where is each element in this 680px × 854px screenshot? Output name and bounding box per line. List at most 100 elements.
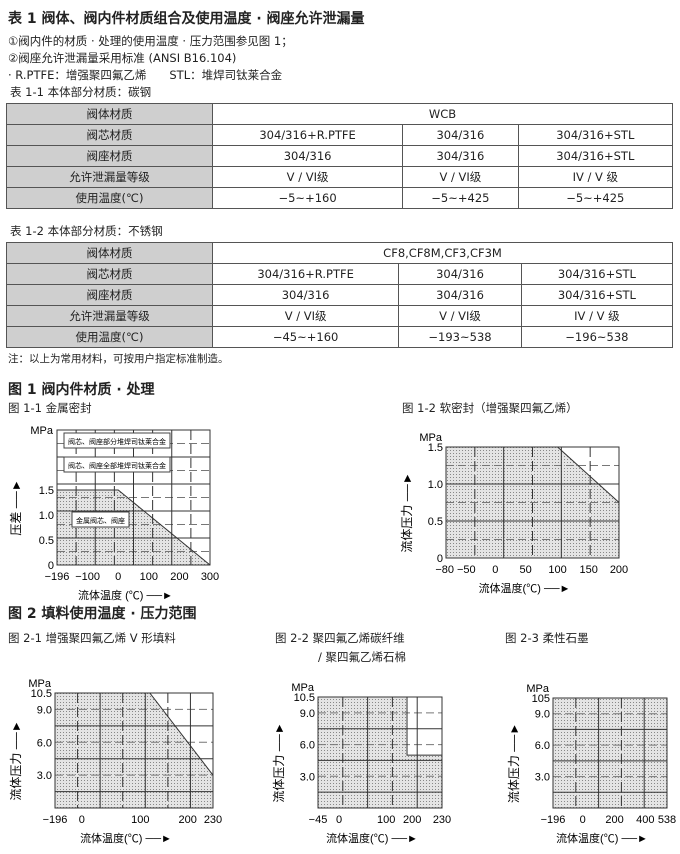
cell: 304/316+STL [517, 124, 674, 146]
y-tick-label: 9.0 [300, 708, 315, 720]
cell: 304/316 [402, 145, 519, 167]
figure-1-title: 图 1 阀内件材质 · 处理 [8, 382, 155, 398]
cell: 304/316+STL [520, 284, 674, 306]
y-tick-label: 6.0 [535, 740, 550, 752]
y-tick-label: 0 [437, 553, 443, 565]
x-tick-label: 100 [548, 564, 566, 576]
cell: −193~538 [398, 326, 522, 348]
table-stainless-steel: 阀体材质 CF8,CF8M,CF3,CF3M 阀芯材质 304/316+R.PTFE… [6, 242, 674, 348]
y-tick-label: 1.0 [428, 479, 443, 491]
y-axis-label: 流体压力 ──► [507, 723, 521, 803]
x-axis-label: 流体温度(℃) ──► [326, 831, 418, 845]
caption-2-2: 图 2-2 聚四氟乙烯碳纤维 [275, 631, 405, 645]
row-header: 允许泄漏量等级 [6, 166, 213, 188]
cell: −5~+425 [402, 187, 519, 209]
y-tick-label: 3.0 [37, 770, 52, 782]
annotation-label: 阀芯、阀座部分堆焊司钛莱合金 [68, 437, 166, 446]
cell: 304/316 [398, 284, 522, 306]
y-tick-label: 105 [532, 693, 550, 705]
cell: −5~+160 [211, 187, 404, 209]
y-tick-label: 6.0 [37, 737, 52, 749]
x-tick-label: 200 [403, 814, 421, 826]
plot-frame [54, 692, 214, 809]
cell: 304/316+R.PTFE [211, 263, 400, 285]
y-axis-label: 流体压力 ──► [272, 722, 286, 802]
x-tick-label: 200 [605, 814, 623, 826]
x-tick-label: −196 [45, 571, 70, 583]
shaded-region [318, 697, 442, 808]
y-axis-label: 流体压力 ──► [400, 472, 414, 552]
caption-2-2-line2: / 聚四氟乙烯石棉 [318, 650, 407, 664]
y-tick-label: 10.5 [294, 692, 315, 704]
x-tick-label: 230 [204, 814, 222, 826]
y-tick-label: 10.5 [31, 688, 52, 700]
unit-label: MPa [419, 432, 443, 444]
y-tick-label: 1.5 [39, 485, 54, 497]
y-tick-label: 0.5 [428, 516, 443, 528]
x-tick-label: 538 [658, 814, 676, 826]
x-tick-label: 200 [170, 571, 188, 583]
table-1-caption: 表 1-1 本体部分材质：碳钢 [10, 85, 152, 99]
y-tick-label: 6.0 [300, 740, 315, 752]
x-tick-label: −80 [435, 564, 454, 576]
y-tick-label: 3.0 [535, 772, 550, 784]
row-header: 使用温度(℃) [6, 326, 213, 348]
plot-frame [552, 697, 668, 809]
y-tick-label: 1.5 [428, 442, 443, 454]
row-header: 阀体材质 [6, 242, 213, 264]
unit-label: MPa [291, 682, 315, 694]
cell: V / VI级 [211, 305, 400, 327]
caption-1-1: 图 1-1 金属密封 [8, 401, 92, 415]
x-tick-label: 0 [79, 814, 85, 826]
y-tick-label: 0 [48, 560, 54, 572]
plot-frame [317, 696, 443, 809]
annotation-label: 金属阀芯、阀座 [76, 516, 125, 525]
cell: −45~+160 [211, 326, 400, 348]
cell: V / VI级 [211, 166, 404, 188]
x-tick-label: −45 [309, 814, 328, 826]
row-header: 阀座材质 [6, 145, 213, 167]
x-axis-label: 流体温度(℃) ──► [556, 831, 648, 845]
row-header: 阀体材质 [6, 103, 213, 125]
figure-2-title: 图 2 填料使用温度 · 压力范围 [8, 606, 197, 622]
y-tick-label: 3.0 [300, 771, 315, 783]
x-axis-label: 流体温度(℃) ──► [479, 581, 571, 595]
x-tick-label: 400 [636, 814, 654, 826]
annotation-label: 阀芯、阀座全部堆焊司钛莱合金 [68, 461, 166, 470]
table-note: 注：以上为常用材料，可按用户指定标准制造。 [8, 353, 229, 365]
table-carbon-steel: 阀体材质 WCB 阀芯材质 304/316+R.PTFE 304/316 304/316… [6, 103, 674, 209]
x-tick-label: 0 [580, 814, 586, 826]
caption-2-1: 图 2-1 增强聚四氟乙烯 V 形填料 [8, 631, 176, 645]
chart-1: −196 −100 0 100 200 300 0 0.5 1.0 1.5 MPa 流体温度 (℃) … [9, 425, 219, 602]
x-tick-label: 230 [433, 814, 451, 826]
plot-frame [445, 446, 620, 559]
x-tick-label: −196 [541, 814, 566, 826]
note-2: ②阀座允许泄漏量采用标准 (ANSI B16.104) [8, 51, 237, 65]
y-axis-label: 流体压力 ──► [9, 720, 23, 800]
page-title: 表 1 阀体、阀内件材质组合及使用温度 · 阀座允许泄漏量 [8, 11, 365, 27]
cell: V / VI级 [398, 305, 522, 327]
x-axis-label: 流体温度(℃) ──► [80, 831, 172, 845]
cell: 304/316+STL [520, 263, 674, 285]
cell: 304/316 [398, 263, 522, 285]
y-tick-label: 9.0 [37, 704, 52, 716]
x-tick-label: −196 [43, 814, 68, 826]
x-tick-label: 200 [179, 814, 197, 826]
x-tick-label: 100 [131, 814, 149, 826]
note-3: · R.PTFE：增强聚四氟乙烯 STL：堆焊司钛莱合金 [8, 68, 283, 82]
x-tick-label: 200 [610, 564, 628, 576]
unit-label: MPa [526, 683, 550, 695]
shaded-region [553, 698, 667, 808]
annotation-box [63, 456, 171, 473]
y-axis-label: 压差 ──► [9, 479, 23, 535]
x-tick-label: 50 [519, 564, 531, 576]
caption-2-3: 图 2-3 柔性石墨 [505, 631, 589, 645]
annotation-box [63, 432, 171, 449]
caption-1-2: 图 1-2 软密封（增强聚四氟乙烯） [402, 401, 578, 415]
y-tick-label: 9.0 [535, 709, 550, 721]
plot-frame [56, 429, 211, 566]
